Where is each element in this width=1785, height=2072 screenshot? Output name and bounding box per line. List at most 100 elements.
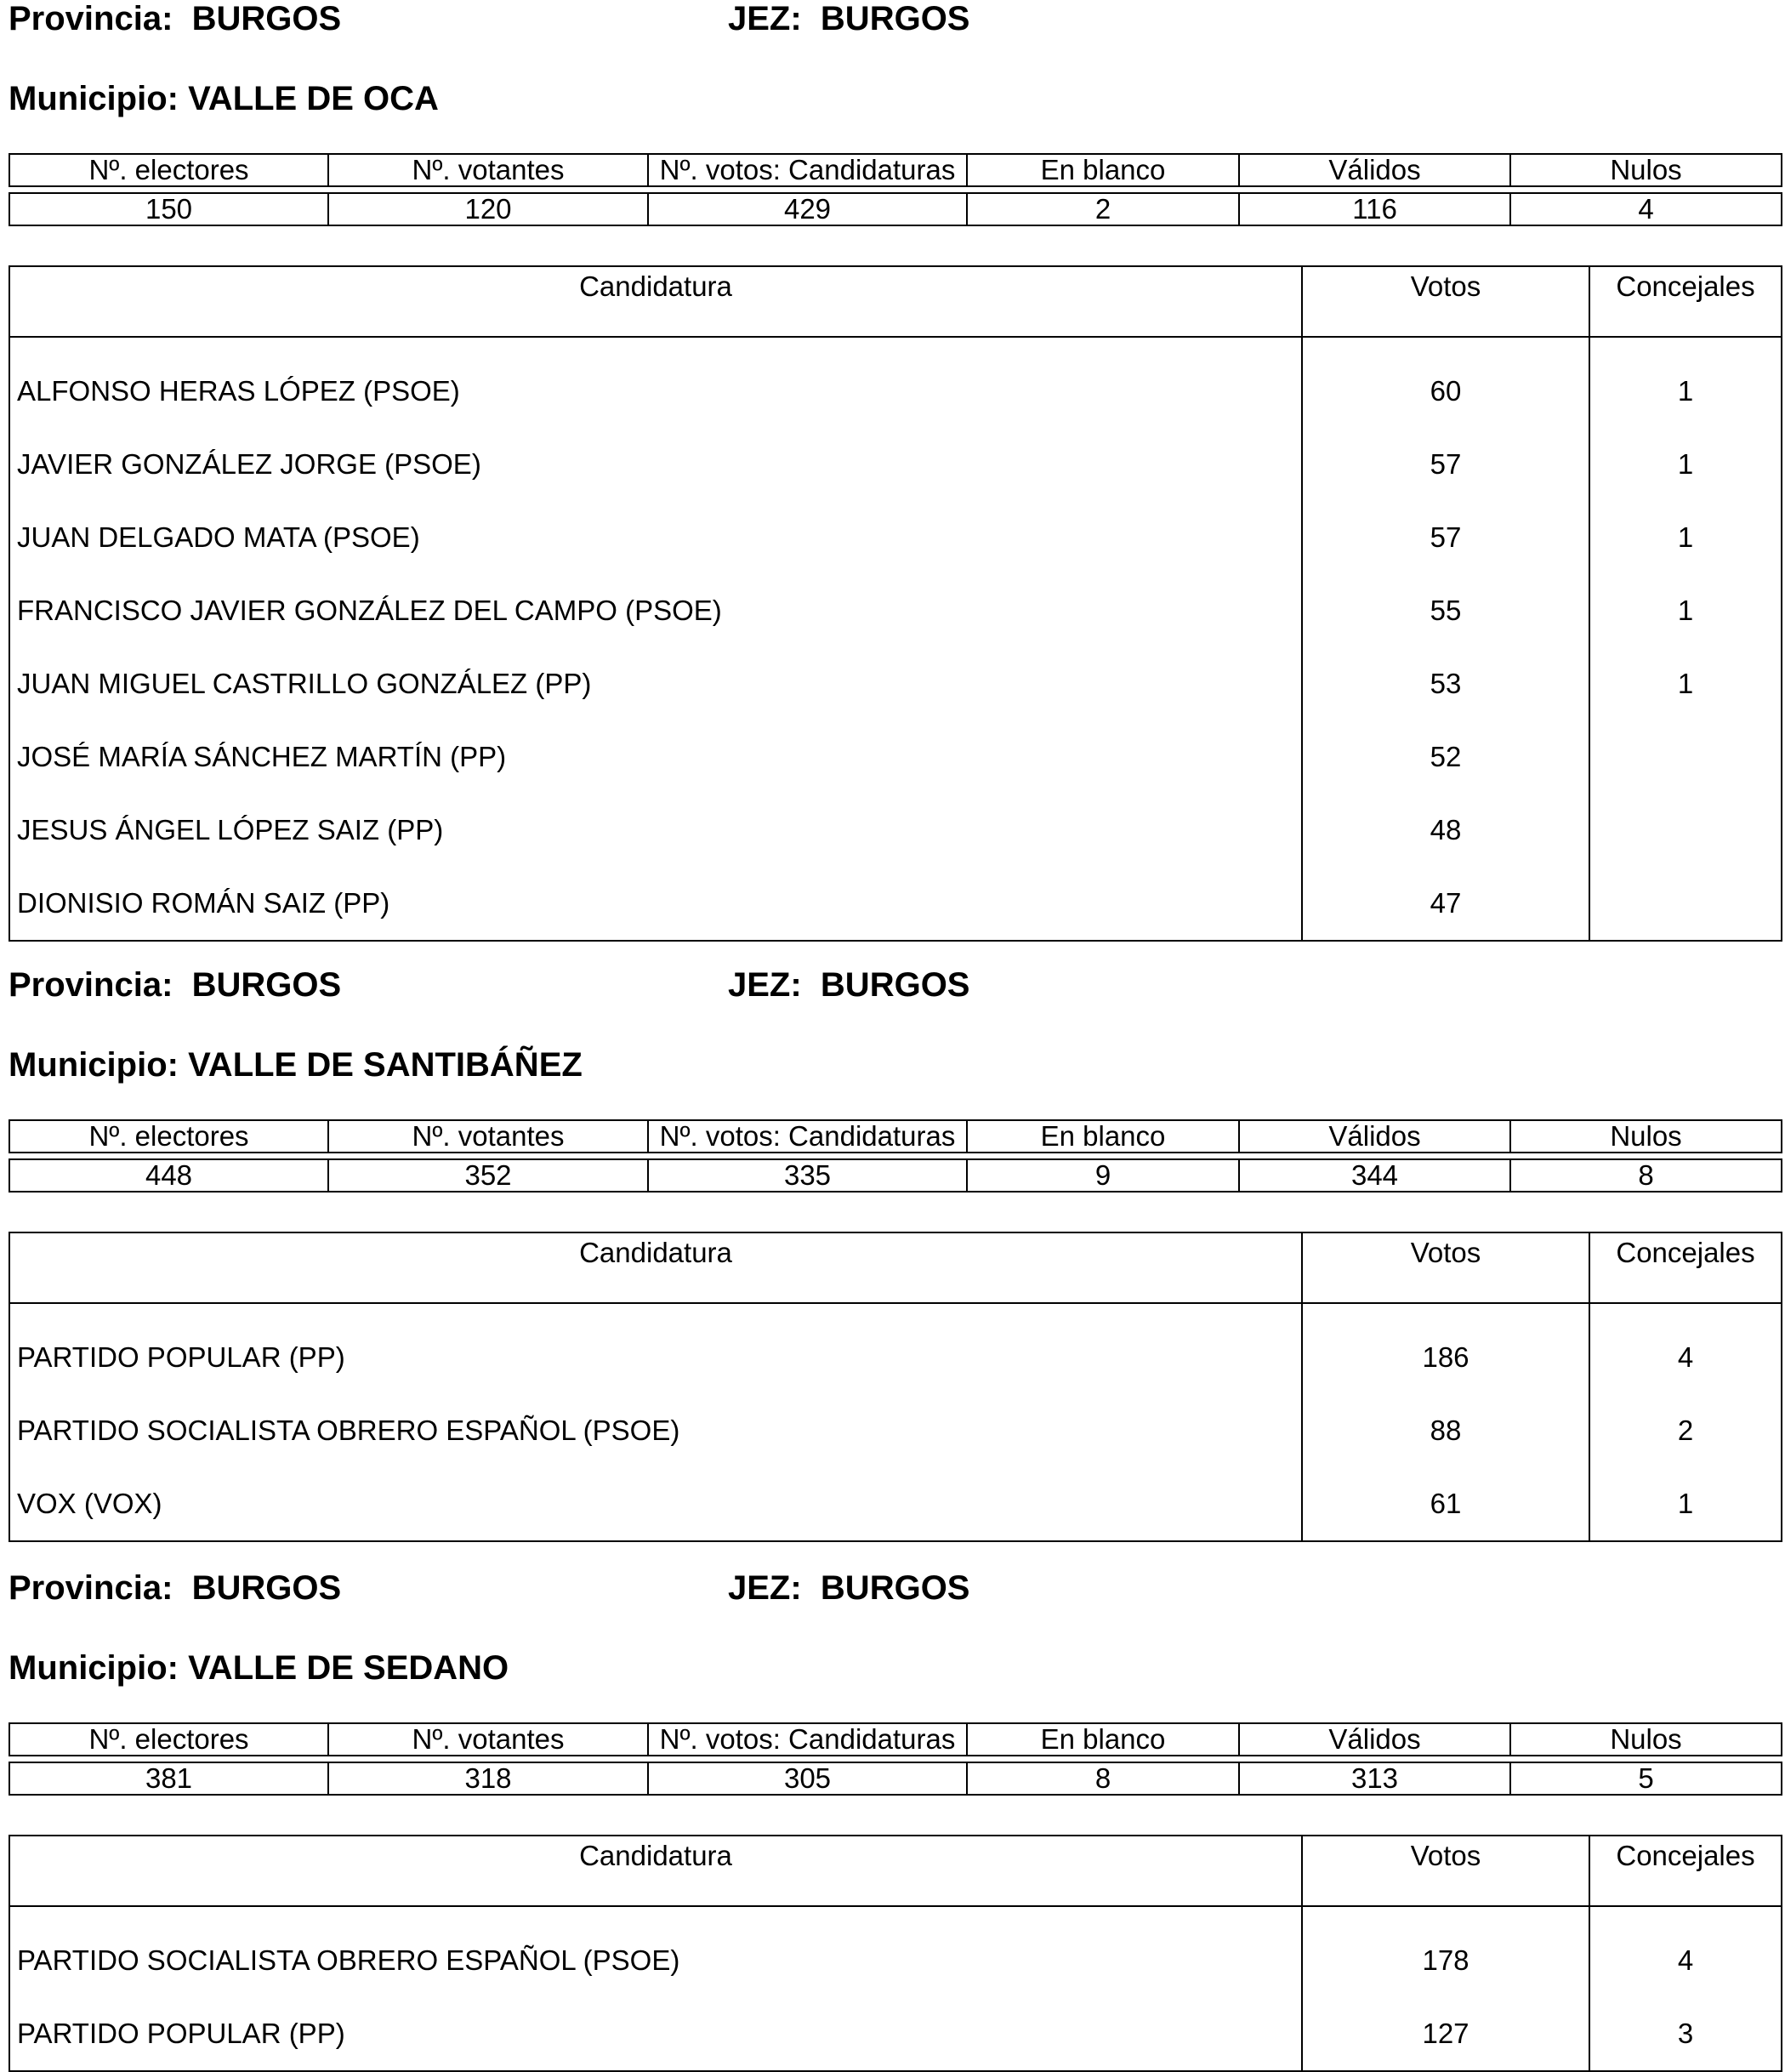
candidate-votos: 47 xyxy=(1301,867,1589,941)
stats-value-validos: 313 xyxy=(1238,1762,1511,1796)
stats-value-electores: 150 xyxy=(9,192,329,226)
candidates-header-row: Candidatura Votos Concejales xyxy=(9,1836,1782,1907)
candidates-header-row: Candidatura Votos Concejales xyxy=(9,266,1782,338)
candidate-votos: 48 xyxy=(1301,794,1589,867)
stats-header-electores: Nº. electores xyxy=(9,1119,329,1153)
stats-value-row: 150 120 429 2 116 4 xyxy=(9,192,1782,226)
provincia-heading: Provincia: BURGOS xyxy=(9,0,342,37)
stats-value-nulos: 5 xyxy=(1509,1762,1782,1796)
stats-value-validos: 116 xyxy=(1238,192,1511,226)
stats-value-blanco: 8 xyxy=(966,1762,1240,1796)
candidatura-header: Candidatura xyxy=(9,1232,1302,1304)
stats-value-candidaturas: 305 xyxy=(647,1762,968,1796)
candidate-votos: 178 xyxy=(1301,1906,1589,1997)
stats-value-votantes: 120 xyxy=(327,192,649,226)
candidate-concejales: 1 xyxy=(1589,337,1782,428)
provincia-heading: Provincia: BURGOS xyxy=(9,966,342,1004)
candidate-name: VOX (VOX) xyxy=(17,1488,162,1519)
stats-header-votantes: Nº. votantes xyxy=(327,1722,649,1756)
table-row: JAVIER GONZÁLEZ JORGE (PSOE) 57 1 xyxy=(9,428,1782,501)
jez-heading: JEZ: BURGOS xyxy=(728,1569,970,1607)
candidate-votos: 57 xyxy=(1301,501,1589,574)
table-row: JUAN DELGADO MATA (PSOE) 57 1 xyxy=(9,501,1782,574)
table-row: VOX (VOX) 61 1 xyxy=(9,1467,1782,1541)
stats-header-nulos: Nulos xyxy=(1509,1119,1782,1153)
stats-value-nulos: 8 xyxy=(1509,1158,1782,1193)
votos-header: Votos xyxy=(1301,1232,1589,1304)
candidate-votos: 53 xyxy=(1301,647,1589,720)
stats-header-candidaturas: Nº. votos: Candidaturas xyxy=(647,1722,968,1756)
candidate-votos: 60 xyxy=(1301,337,1589,428)
candidate-concejales: 2 xyxy=(1589,1394,1782,1467)
table-row: PARTIDO SOCIALISTA OBRERO ESPAÑOL (PSOE)… xyxy=(9,1394,1782,1467)
municipio-section: Provincia: BURGOS JEZ: BURGOS Municipio:… xyxy=(9,1569,1782,2072)
stats-value-votantes: 318 xyxy=(327,1762,649,1796)
candidates-table: Candidatura Votos Concejales PARTIDO POP… xyxy=(9,1232,1782,1542)
candidate-concejales xyxy=(1589,867,1782,941)
candidates-table: Candidatura Votos Concejales PARTIDO SOC… xyxy=(9,1835,1782,2072)
stats-value-candidaturas: 335 xyxy=(647,1158,968,1193)
municipio-heading: Municipio: VALLE DE SANTIBÁÑEZ xyxy=(9,1046,583,1084)
stats-value-candidaturas: 429 xyxy=(647,192,968,226)
candidate-name: PARTIDO SOCIALISTA OBRERO ESPAÑOL (PSOE) xyxy=(17,1415,680,1446)
table-row: PARTIDO POPULAR (PP) 186 4 xyxy=(9,1303,1782,1394)
candidate-name: JUAN MIGUEL CASTRILLO GONZÁLEZ (PP) xyxy=(17,668,592,699)
stats-value-row: 448 352 335 9 344 8 xyxy=(9,1158,1782,1193)
candidate-name: JESUS ÁNGEL LÓPEZ SAIZ (PP) xyxy=(17,814,444,845)
municipio-heading: Municipio: VALLE DE SEDANO xyxy=(9,1649,509,1687)
stats-value-blanco: 9 xyxy=(966,1158,1240,1193)
stats-header-validos: Válidos xyxy=(1238,1722,1511,1756)
candidate-concejales: 1 xyxy=(1589,647,1782,720)
candidate-name: PARTIDO POPULAR (PP) xyxy=(17,1341,345,1373)
stats-header-votantes: Nº. votantes xyxy=(327,153,649,187)
candidate-votos: 127 xyxy=(1301,1997,1589,2071)
stats-header-validos: Válidos xyxy=(1238,153,1511,187)
municipio-heading: Municipio: VALLE DE OCA xyxy=(9,80,439,117)
jez-heading: JEZ: BURGOS xyxy=(728,0,970,37)
candidate-concejales: 1 xyxy=(1589,1467,1782,1541)
candidate-name: PARTIDO SOCIALISTA OBRERO ESPAÑOL (PSOE) xyxy=(17,1944,680,1976)
candidate-votos: 88 xyxy=(1301,1394,1589,1467)
stats-value-validos: 344 xyxy=(1238,1158,1511,1193)
candidate-name: ALFONSO HERAS LÓPEZ (PSOE) xyxy=(17,375,460,407)
municipio-section: Provincia: BURGOS JEZ: BURGOS Municipio:… xyxy=(9,0,1782,942)
candidate-concejales: 1 xyxy=(1589,501,1782,574)
candidate-name: JOSÉ MARÍA SÁNCHEZ MARTÍN (PP) xyxy=(17,741,507,772)
votos-header: Votos xyxy=(1301,266,1589,338)
table-row: JOSÉ MARÍA SÁNCHEZ MARTÍN (PP) 52 xyxy=(9,720,1782,794)
table-row: JESUS ÁNGEL LÓPEZ SAIZ (PP) 48 xyxy=(9,794,1782,867)
candidate-concejales: 4 xyxy=(1589,1303,1782,1394)
candidatura-header: Candidatura xyxy=(9,1836,1302,1907)
stats-value-votantes: 352 xyxy=(327,1158,649,1193)
stats-header-row: Nº. electores Nº. votantes Nº. votos: Ca… xyxy=(9,153,1782,187)
stats-header-candidaturas: Nº. votos: Candidaturas xyxy=(647,153,968,187)
candidate-votos: 55 xyxy=(1301,574,1589,647)
municipio-section: Provincia: BURGOS JEZ: BURGOS Municipio:… xyxy=(9,966,1782,1542)
table-row: PARTIDO POPULAR (PP) 127 3 xyxy=(9,1997,1782,2071)
stats-header-electores: Nº. electores xyxy=(9,1722,329,1756)
stats-header-blanco: En blanco xyxy=(966,1119,1240,1153)
candidates-header-row: Candidatura Votos Concejales xyxy=(9,1232,1782,1304)
candidate-votos: 52 xyxy=(1301,720,1589,794)
table-row: FRANCISCO JAVIER GONZÁLEZ DEL CAMPO (PSO… xyxy=(9,574,1782,647)
stats-header-nulos: Nulos xyxy=(1509,153,1782,187)
stats-header-votantes: Nº. votantes xyxy=(327,1119,649,1153)
provincia-heading: Provincia: BURGOS xyxy=(9,1569,342,1607)
stats-header-row: Nº. electores Nº. votantes Nº. votos: Ca… xyxy=(9,1119,1782,1153)
stats-value-nulos: 4 xyxy=(1509,192,1782,226)
candidates-table: Candidatura Votos Concejales ALFONSO HER… xyxy=(9,265,1782,942)
concejales-header: Concejales xyxy=(1589,1836,1782,1907)
stats-header-blanco: En blanco xyxy=(966,1722,1240,1756)
stats-header-candidaturas: Nº. votos: Candidaturas xyxy=(647,1119,968,1153)
stats-table: Nº. electores Nº. votantes Nº. votos: Ca… xyxy=(9,1119,1782,1193)
stats-header-electores: Nº. electores xyxy=(9,153,329,187)
candidate-concejales: 1 xyxy=(1589,574,1782,647)
table-row: DIONISIO ROMÁN SAIZ (PP) 47 xyxy=(9,867,1782,941)
candidate-votos: 186 xyxy=(1301,1303,1589,1394)
table-row: JUAN MIGUEL CASTRILLO GONZÁLEZ (PP) 53 1 xyxy=(9,647,1782,720)
candidate-name: PARTIDO POPULAR (PP) xyxy=(17,2018,345,2049)
concejales-header: Concejales xyxy=(1589,1232,1782,1304)
candidate-votos: 57 xyxy=(1301,428,1589,501)
candidate-name: DIONISIO ROMÁN SAIZ (PP) xyxy=(17,887,390,919)
stats-table: Nº. electores Nº. votantes Nº. votos: Ca… xyxy=(9,1722,1782,1796)
